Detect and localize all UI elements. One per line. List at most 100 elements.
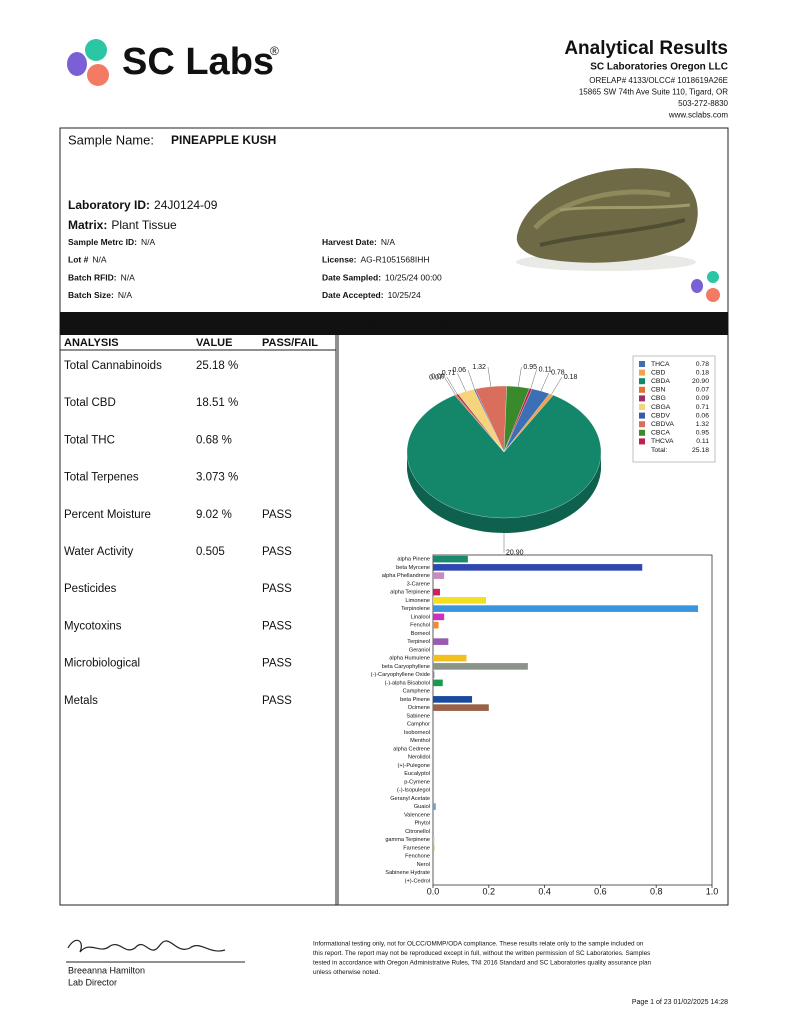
sample-field-label: Date Accepted:: [322, 290, 384, 300]
bar: [433, 836, 435, 843]
y-tick-label: Linalool: [411, 614, 430, 620]
pie-label: 0.06: [452, 367, 466, 374]
summary-title: Result Summary: [350, 315, 461, 331]
y-tick-label: Isoborneol: [404, 730, 430, 736]
legend-value: 0.18: [696, 369, 709, 376]
sample-field: Date Sampled: 10/25/24 00:00: [322, 273, 442, 283]
legend-value: 20.90: [692, 378, 709, 385]
analysis-name: Percent Moisture: [64, 509, 151, 521]
legend-swatch: [639, 395, 645, 402]
pie-label: 1.32: [472, 364, 486, 371]
y-tick-label: p-Cymene: [404, 779, 430, 785]
sample-field-value: N/A: [118, 290, 133, 300]
y-tick-label: Guaiol: [414, 804, 430, 810]
page-info: Page 1 of 23 01/02/2025 14:28: [632, 999, 728, 1006]
analysis-name: Total Terpenes: [64, 472, 139, 484]
lab-id-label: Laboratory ID:: [68, 198, 150, 212]
analysis-name: Microbiological: [64, 658, 140, 670]
y-tick-label: 3-Carene: [407, 581, 430, 587]
pie-leader: [444, 377, 456, 395]
y-tick-label: Nerol: [417, 862, 430, 868]
y-tick-label: Geranyl Acetate: [390, 796, 430, 802]
analysis-value: 18.51 %: [196, 397, 238, 409]
y-tick-label: beta Caryophyllene: [382, 664, 430, 670]
legend-box: [632, 355, 716, 463]
signature: [67, 939, 226, 953]
y-tick-label: Fenchone: [405, 854, 430, 860]
sample-field: License: AG-R1051568IHH: [322, 255, 429, 265]
analysis-result: PASS: [262, 695, 292, 707]
legend-swatch: [639, 412, 645, 419]
analysis-name: Mycotoxins: [64, 620, 122, 632]
bar: [433, 588, 440, 596]
legend-label: CBG: [651, 395, 666, 402]
analysis-value: 0.68 %: [196, 434, 232, 446]
sample-field: Batch RFID: N/A: [68, 273, 135, 283]
sample-field-label: Sample Metrc ID:: [68, 237, 137, 247]
analysis-value: 25.18 %: [196, 360, 238, 372]
bar: [433, 663, 528, 670]
sample-field-label: Lot #: [68, 255, 89, 265]
pie-label: 0.11: [539, 366, 552, 373]
bar: [433, 613, 445, 621]
bar: [433, 572, 445, 579]
y-tick-label: Valencene: [404, 812, 430, 818]
sample-name: PINEAPPLE KUSH: [171, 133, 276, 147]
company: SC Laboratories Oregon LLC: [590, 62, 728, 73]
bar: [433, 679, 443, 687]
legend-swatch: [639, 378, 645, 385]
legend-value: 0.95: [696, 430, 709, 437]
legend-swatch: [639, 386, 645, 393]
legend-value: 0.06: [696, 412, 709, 419]
bar: [433, 704, 489, 711]
bar: [433, 654, 467, 662]
table-header: PASS/FAIL: [262, 337, 318, 349]
signer-name: Breeanna Hamilton: [68, 965, 145, 975]
legend-swatch: [639, 438, 645, 445]
sample-field-value: N/A: [121, 273, 136, 283]
y-tick-label: (-)-Caryophyllene Oxide: [371, 672, 430, 678]
y-tick-label: gamma Terpinene: [385, 837, 430, 843]
pie-leader: [517, 367, 522, 387]
y-tick-label: Phytol: [414, 821, 430, 827]
y-tick-label: Eucalyptol: [404, 771, 430, 777]
address-line: 503-272-8830: [678, 99, 728, 108]
sample-field: Harvest Date: N/A: [322, 237, 395, 247]
sample-field-value: 10/25/24: [388, 290, 421, 300]
address-line: www.sclabs.com: [668, 111, 728, 120]
pie-leader: [551, 377, 563, 395]
sample-field-value: 10/25/24 00:00: [385, 273, 442, 283]
pie-label: 0.71: [442, 370, 456, 377]
disclaimer-line: tested in accordance with Oregon Adminis…: [313, 960, 652, 967]
pie-label: 0.18: [564, 374, 578, 381]
x-tick-label: 1.0: [706, 886, 719, 896]
logo-mark: ®: [270, 44, 279, 58]
pie-slice: [503, 388, 533, 453]
pie-label: 0.95: [523, 364, 537, 371]
sample-photo: [516, 168, 720, 302]
y-tick-label: Camphor: [407, 722, 430, 728]
pie-label: 0.07: [429, 375, 443, 382]
bar: [433, 597, 487, 604]
sample-field: Date Accepted: 10/25/24: [322, 290, 421, 300]
logo-text: SC Labs: [122, 41, 274, 83]
legend-label: CBDV: [651, 412, 670, 419]
legend-label: CBCA: [651, 430, 670, 437]
y-tick-label: alpha Terpinene: [390, 590, 430, 596]
y-tick-label: Nerolidol: [408, 755, 430, 761]
address-line: 15865 SW 74th Ave Suite 110, Tigard, OR: [579, 88, 728, 97]
y-tick-label: (-)-Isopulegol: [397, 788, 430, 794]
pie-leader: [446, 376, 458, 395]
analysis-result: PASS: [262, 509, 292, 521]
lab-id-value: 24J0124-09: [154, 198, 218, 212]
bar: [433, 671, 435, 678]
pie-leader: [540, 372, 550, 392]
analysis-result: PASS: [262, 620, 292, 632]
legend-swatch: [639, 369, 645, 376]
legend-label: CBGA: [651, 404, 671, 411]
y-tick-label: (+)-Cedrol: [405, 878, 430, 884]
analysis-name: Water Activity: [64, 546, 133, 558]
legend-swatch: [639, 361, 645, 367]
pie-leader: [457, 373, 467, 392]
